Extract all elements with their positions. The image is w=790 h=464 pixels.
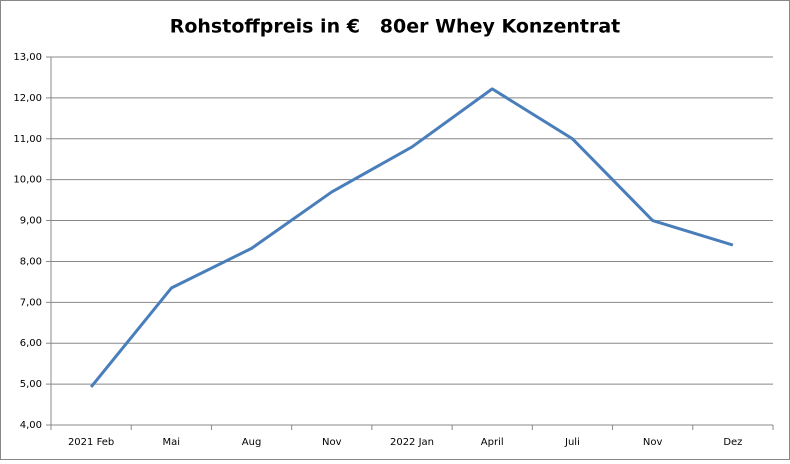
y-tick-label: 10,00	[13, 175, 42, 186]
x-tick-label: Dez	[723, 437, 742, 448]
x-tick-label: Nov	[322, 437, 342, 448]
y-tick-label: 6,00	[20, 338, 42, 349]
x-tick-label: 2021 Feb	[68, 437, 114, 448]
chart-title: Rohstoffpreis in € 80er Whey Konzentrat	[170, 16, 621, 38]
y-tick-label: 5,00	[20, 379, 42, 390]
x-tick-label: Aug	[242, 437, 262, 448]
y-tick-label: 4,00	[20, 420, 42, 431]
y-tick-label: 7,00	[20, 297, 42, 308]
y-tick-label: 12,00	[13, 93, 42, 104]
y-tick-label: 9,00	[20, 216, 42, 227]
y-tick-label: 11,00	[13, 134, 42, 145]
x-tick-label: April	[481, 437, 504, 448]
y-tick-label: 13,00	[13, 52, 42, 63]
x-tick-label: Juli	[564, 437, 580, 448]
x-tick-label: Mai	[163, 437, 181, 448]
data-line	[89, 87, 734, 388]
x-tick-label: 2022 Jan	[390, 437, 434, 448]
x-tick-label: Nov	[643, 437, 663, 448]
y-tick-label: 8,00	[20, 256, 42, 267]
